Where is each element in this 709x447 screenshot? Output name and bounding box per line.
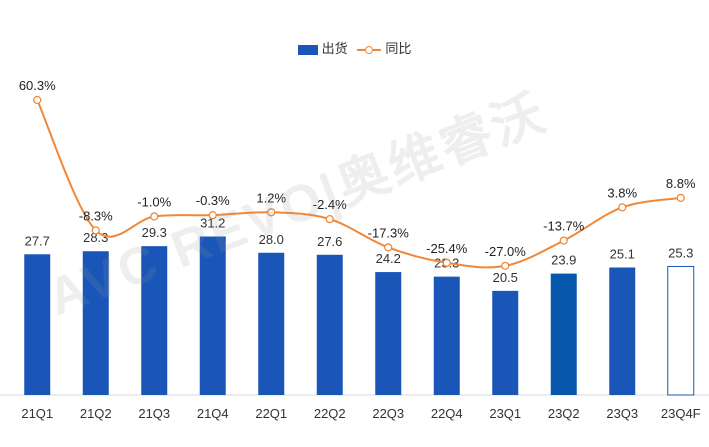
yoy-value-label: -25.4% — [426, 241, 468, 256]
bar-value-label: 27.7 — [25, 233, 50, 248]
bar-value-label: 20.5 — [493, 270, 518, 285]
x-tick-label: 21Q1 — [21, 406, 53, 421]
x-tick-label: 21Q3 — [138, 406, 170, 421]
legend-swatch-yoy — [357, 45, 382, 55]
yoy-point-23q4f — [676, 193, 685, 203]
yoy-value-label: 60.3% — [19, 78, 56, 93]
legend-label-yoy: 同比 — [385, 41, 412, 56]
x-tick-label: 22Q4 — [431, 406, 463, 421]
yoy-value-label: 8.8% — [666, 176, 696, 191]
bar-21q3 — [141, 246, 168, 395]
yoy-value-label: -0.3% — [196, 193, 230, 208]
bar-22q1 — [258, 252, 285, 395]
x-tick-label: 23Q3 — [606, 406, 638, 421]
bar-22q4 — [433, 276, 460, 395]
bar-value-label: 23.9 — [551, 253, 576, 268]
bar-value-label: 31.2 — [200, 216, 225, 231]
yoy-point-21q3 — [150, 212, 159, 221]
yoy-value-label: 3.8% — [607, 185, 637, 200]
legend-swatch-shipments — [297, 44, 318, 55]
yoy-value-label: -17.3% — [368, 225, 410, 240]
x-tick-label: 22Q3 — [372, 406, 404, 421]
bar-21q1 — [24, 254, 51, 395]
yoy-point-22q4 — [442, 258, 451, 267]
x-tick-label: 21Q4 — [197, 406, 229, 421]
yoy-point-21q2 — [91, 226, 100, 235]
bar-22q2 — [316, 254, 343, 395]
yoy-value-label: -8.3% — [79, 208, 113, 223]
bar-21q2 — [82, 251, 109, 395]
yoy-value-label: -27.0% — [485, 244, 527, 259]
yoy-point-21q1 — [33, 95, 42, 105]
x-tick-label: 21Q2 — [80, 406, 112, 421]
yoy-point-23q1 — [501, 261, 510, 271]
legend-item-shipments: 出货 — [297, 38, 348, 57]
legend: 出货 同比 — [0, 38, 709, 57]
yoy-value-label: 1.2% — [256, 190, 286, 205]
yoy-value-label: -2.4% — [313, 197, 347, 212]
bar-value-label: 24.2 — [376, 251, 401, 266]
bar-value-label: 25.1 — [610, 246, 635, 261]
bar-23q3 — [609, 267, 636, 395]
bar-21q4 — [199, 236, 226, 395]
legend-label-shipments: 出货 — [321, 41, 348, 56]
yoy-point-22q1 — [267, 208, 276, 217]
bar-23q2 — [550, 273, 577, 395]
bar-value-label: 25.3 — [668, 245, 693, 260]
yoy-point-22q2 — [325, 214, 334, 224]
yoy-point-23q2 — [559, 236, 568, 245]
yoy-point-23q3 — [618, 203, 627, 212]
bar-23q4f — [667, 265, 695, 396]
x-tick-label: 22Q2 — [314, 406, 346, 421]
x-tick-label: 22Q1 — [255, 406, 287, 421]
yoy-value-label: -13.7% — [543, 219, 585, 234]
bar-value-label: 29.3 — [142, 225, 167, 240]
bar-value-label: 28.0 — [259, 232, 284, 247]
x-tick-label: 23Q1 — [489, 406, 521, 421]
bar-23q1 — [492, 290, 519, 395]
x-tick-label: 23Q4F — [661, 406, 701, 421]
bar-value-label: 27.6 — [317, 234, 342, 249]
bar-22q3 — [375, 272, 402, 395]
yoy-point-21q4 — [208, 210, 217, 220]
yoy-value-label: -1.0% — [137, 194, 171, 209]
legend-item-yoy: 同比 — [357, 38, 411, 57]
yoy-point-22q3 — [384, 243, 393, 252]
x-tick-label: 23Q2 — [548, 406, 580, 421]
